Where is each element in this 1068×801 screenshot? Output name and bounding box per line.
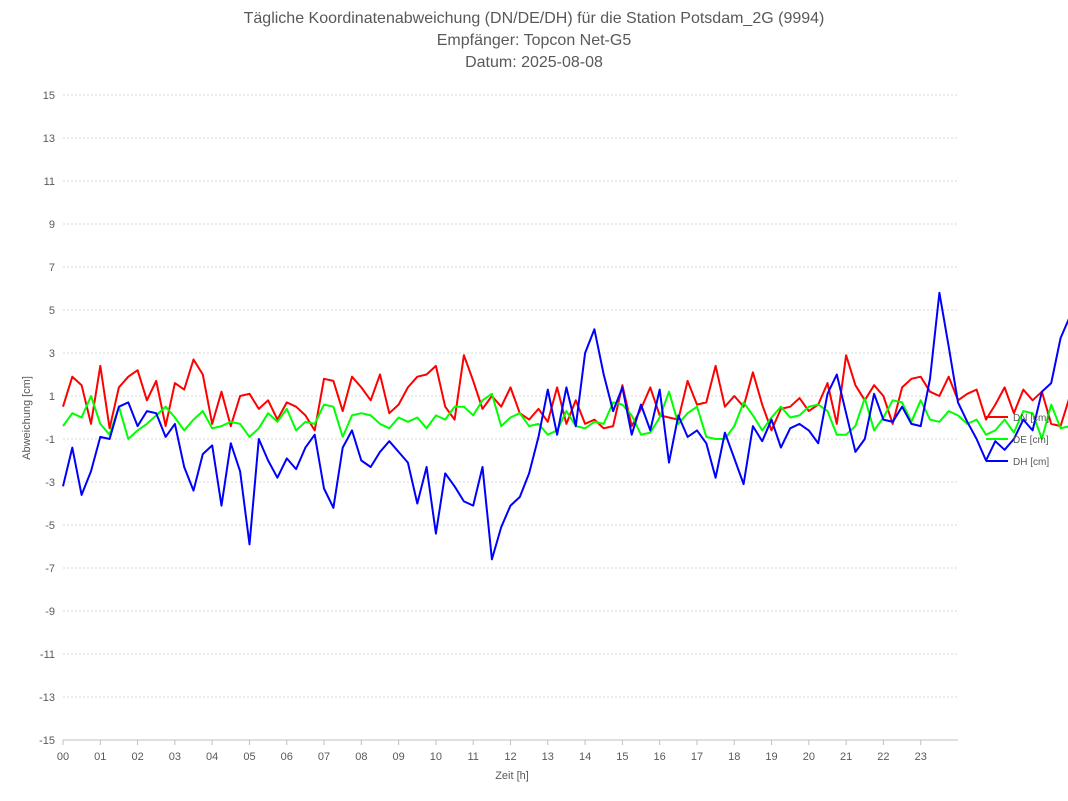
x-axis-ticks: 00 01 02 03 04 05 06 07 08 09 10 11 12 13 14 15 16 17 18 19… xyxy=(57,739,958,763)
x-tick-label: 11 xyxy=(467,751,478,763)
legend-label: DN [cm] xyxy=(1013,413,1049,424)
y-tick-label: 3 xyxy=(49,348,55,360)
chart-title: Tägliche Koordinatenabweichung (DN/DE/DH… xyxy=(243,10,825,27)
x-tick-label: 16 xyxy=(654,751,666,763)
y-tick-label: -1 xyxy=(45,434,55,446)
x-tick-label: 00 xyxy=(57,751,69,763)
y-tick-label: 13 xyxy=(43,133,55,145)
y-tick-label: -11 xyxy=(40,649,55,661)
y-tick-label: 15 xyxy=(43,90,55,102)
chart-subtitle: Empfänger: Topcon Net-G5 xyxy=(436,32,632,49)
y-tick-label: -9 xyxy=(45,606,55,618)
x-tick-label: 22 xyxy=(877,751,889,763)
x-tick-label: 02 xyxy=(131,751,143,763)
series-line-dn xyxy=(62,354,1068,432)
x-axis-label: Zeit [h] xyxy=(495,770,529,782)
chart-date: Datum: 2025-08-08 xyxy=(465,54,603,71)
x-tick-label: 08 xyxy=(355,751,367,763)
y-axis-ticks: 15 13 11 9 7 5 3 1 -1 -3 -5 -7 -9 -11 -13 -15 xyxy=(39,90,55,747)
series-line-dh xyxy=(62,291,1068,561)
x-tick-label: 06 xyxy=(281,751,293,763)
legend-label: DH [cm] xyxy=(1013,457,1049,468)
x-tick-label: 19 xyxy=(765,751,777,763)
series-line-de xyxy=(62,390,1068,440)
x-tick-label: 20 xyxy=(803,751,815,763)
y-tick-label: 7 xyxy=(49,262,55,274)
y-tick-label: -3 xyxy=(45,477,55,489)
y-tick-label: 11 xyxy=(44,176,55,188)
y-tick-label: -13 xyxy=(39,692,55,704)
x-tick-label: 01 xyxy=(94,751,106,763)
legend: DN [cm] DE [cm] DH [cm] xyxy=(986,413,1049,468)
y-tick-label: -7 xyxy=(45,563,55,575)
y-tick-label: 1 xyxy=(49,391,55,403)
y-tick-label: 9 xyxy=(49,219,55,231)
x-tick-label: 17 xyxy=(691,751,703,763)
x-tick-label: 13 xyxy=(542,751,554,763)
y-axis-label: Abweichung [cm] xyxy=(21,376,33,460)
y-tick-label: -5 xyxy=(45,520,55,532)
x-tick-label: 07 xyxy=(318,751,330,763)
x-tick-label: 05 xyxy=(243,751,255,763)
x-tick-label: 10 xyxy=(430,751,442,763)
gridlines xyxy=(63,94,958,741)
x-tick-label: 21 xyxy=(840,751,852,763)
x-tick-label: 23 xyxy=(915,751,927,763)
legend-label: DE [cm] xyxy=(1013,435,1049,446)
y-tick-label: -15 xyxy=(39,735,55,747)
x-tick-label: 15 xyxy=(616,751,628,763)
x-tick-label: 04 xyxy=(206,751,218,763)
x-tick-label: 12 xyxy=(504,751,516,763)
y-tick-label: 5 xyxy=(49,305,55,317)
x-tick-label: 18 xyxy=(728,751,740,763)
x-tick-label: 14 xyxy=(579,751,591,763)
x-tick-label: 09 xyxy=(393,751,405,763)
x-tick-label: 03 xyxy=(169,751,181,763)
chart-title-block: Tägliche Koordinatenabweichung (DN/DE/DH… xyxy=(0,8,1068,74)
series-group xyxy=(62,291,1068,561)
